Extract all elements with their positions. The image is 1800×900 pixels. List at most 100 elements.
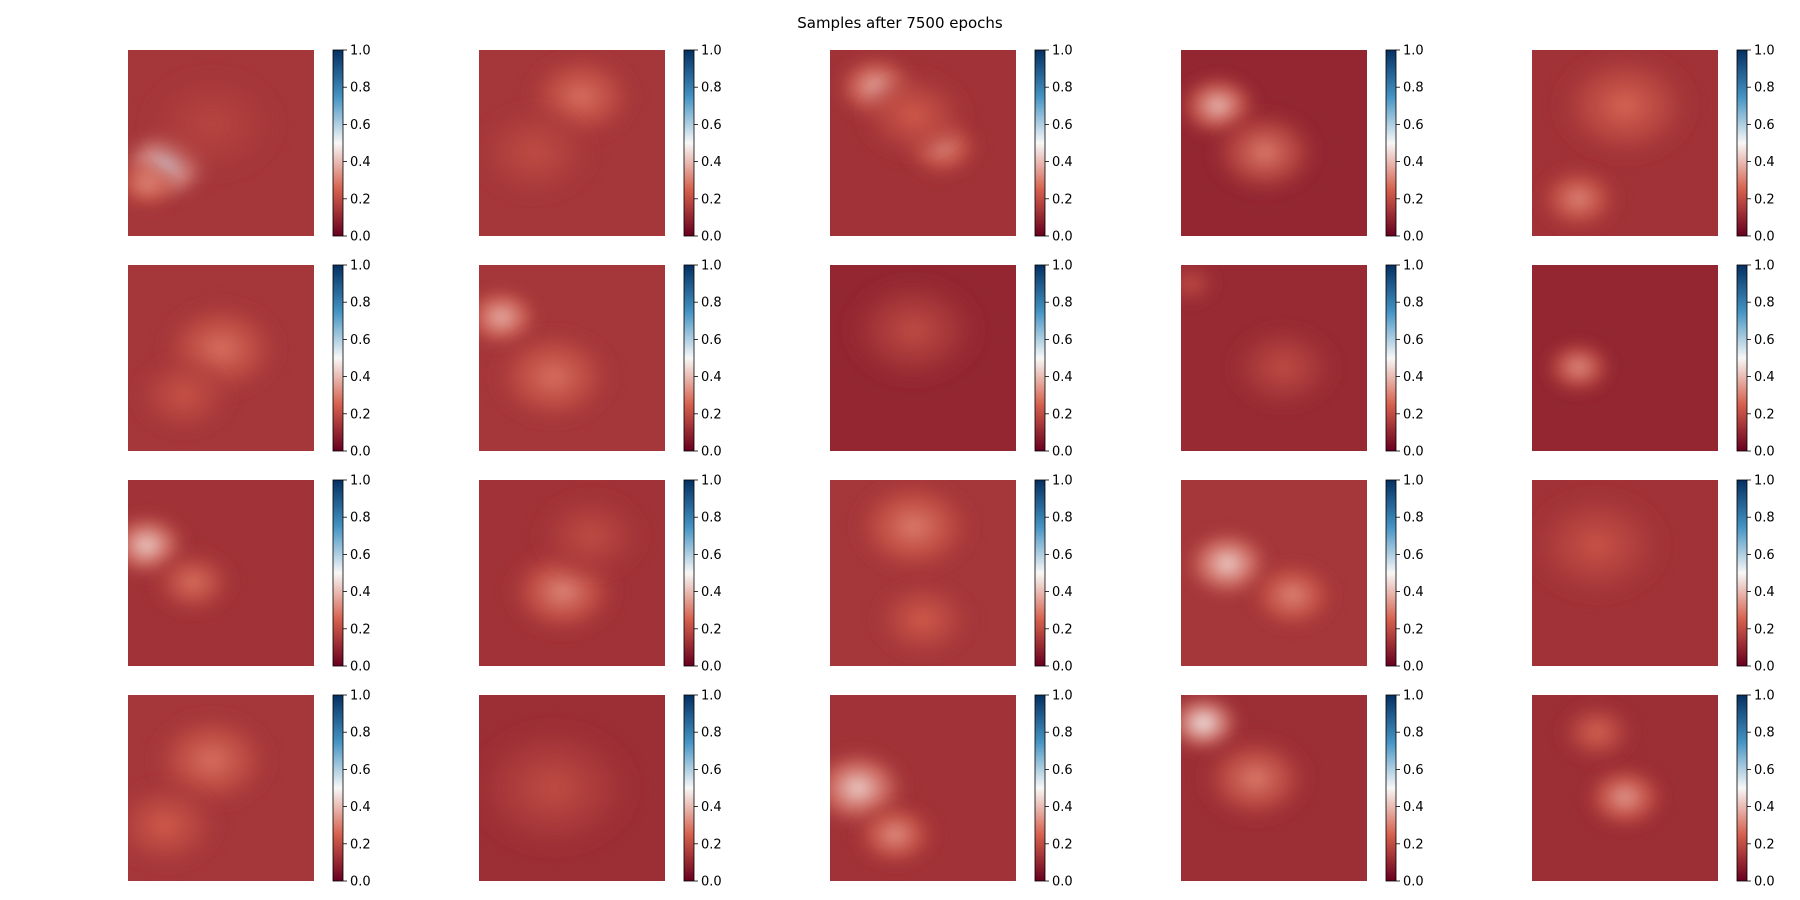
colorbar-tick-label: 0.8 <box>350 81 371 96</box>
colorbar-tick-label: 0.0 <box>1052 875 1073 890</box>
heatmap-feature <box>850 798 940 871</box>
colorbar <box>1385 264 1397 452</box>
heatmap-image <box>128 265 314 451</box>
heatmap-feature <box>137 64 287 184</box>
colorbar-tick-label: 0.6 <box>1403 548 1424 563</box>
colorbar-tick-label: 0.8 <box>701 81 722 96</box>
colorbar-tick-label: 0.8 <box>350 726 371 741</box>
colorbar-tick-label: 0.0 <box>1754 445 1775 460</box>
heatmap-image <box>479 480 665 666</box>
colorbar-tick-label: 0.6 <box>701 548 722 563</box>
heatmap-feature <box>531 488 651 584</box>
colorbar <box>1034 694 1046 882</box>
heatmap-feature <box>854 67 974 163</box>
colorbar-tick-label: 0.0 <box>1403 660 1424 675</box>
colorbar-tick-label: 0.8 <box>350 511 371 526</box>
colorbar-tick-label: 0.2 <box>350 407 371 422</box>
colorbar-tick-label: 0.0 <box>701 660 722 675</box>
heatmap-feature <box>487 324 619 429</box>
colorbar-tick-label: 1.0 <box>1052 474 1073 489</box>
colorbar-tick-label: 0.8 <box>701 511 722 526</box>
colorbar-tick-label: 0.0 <box>701 445 722 460</box>
heatmap-image <box>1532 265 1718 451</box>
colorbar-tick-label: 0.8 <box>1754 296 1775 311</box>
colorbar-tick-label: 0.2 <box>350 622 371 637</box>
colorbar-tick-label: 1.0 <box>701 259 722 274</box>
colorbar-tick-label: 1.0 <box>1052 259 1073 274</box>
colorbar-tick-label: 0.4 <box>1403 155 1424 170</box>
heatmap-image <box>1181 480 1367 666</box>
panel-r2-c3: 0.0 0.2 0.4 0.6 0.8 1.0 <box>1181 474 1424 675</box>
colorbar <box>1385 694 1397 882</box>
heatmap-image <box>830 50 1016 236</box>
colorbar-tick-label: 0.0 <box>1052 445 1073 460</box>
colorbar-tick-label: 0.6 <box>701 333 722 348</box>
heatmap-image <box>479 265 665 451</box>
colorbar <box>683 264 695 452</box>
colorbar <box>332 694 344 882</box>
colorbar-tick-label: 0.0 <box>1754 230 1775 245</box>
heatmap-feature <box>869 576 977 663</box>
colorbar-tick-label: 0.6 <box>701 118 722 133</box>
heatmap-image <box>830 265 1016 451</box>
colorbar-tick-label: 0.4 <box>1754 370 1775 385</box>
colorbar-tick-label: 0.4 <box>350 585 371 600</box>
panel-r0-c2: 0.0 0.2 0.4 0.6 0.8 1.0 <box>830 44 1073 245</box>
colorbar-tick-label: 1.0 <box>1754 689 1775 704</box>
colorbar <box>1736 264 1748 452</box>
colorbar-tick-label: 0.8 <box>1052 511 1073 526</box>
colorbar-tick-label: 0.0 <box>350 660 371 675</box>
colorbar-tick-label: 0.0 <box>350 875 371 890</box>
colorbar-tick-label: 0.2 <box>701 622 722 637</box>
panel-r2-c2: 0.0 0.2 0.4 0.6 0.8 1.0 <box>830 474 1073 675</box>
heatmap-feature <box>148 546 238 619</box>
colorbar <box>1034 479 1046 667</box>
panel-r2-c4: 0.0 0.2 0.4 0.6 0.8 1.0 <box>1532 474 1775 675</box>
colorbar-tick-label: 0.2 <box>350 192 371 207</box>
colorbar-tick-label: 1.0 <box>1403 259 1424 274</box>
colorbar-tick-label: 0.2 <box>1754 192 1775 207</box>
colorbar-tick-label: 0.4 <box>701 800 722 815</box>
colorbar-tick-label: 0.2 <box>701 192 722 207</box>
heatmap-image <box>1181 265 1367 451</box>
heatmap-feature <box>839 270 989 390</box>
colorbar-tick-label: 0.8 <box>1052 726 1073 741</box>
heatmap-image <box>128 695 314 881</box>
colorbar <box>1385 479 1397 667</box>
colorbar-tick-label: 0.0 <box>350 230 371 245</box>
heatmap-feature <box>128 777 225 873</box>
colorbar-tick-label: 0.2 <box>350 837 371 852</box>
colorbar-tick-label: 0.2 <box>1052 622 1073 637</box>
colorbar-tick-label: 0.4 <box>701 155 722 170</box>
colorbar-tick-label: 0.6 <box>1403 118 1424 133</box>
colorbar-tick-label: 0.8 <box>1403 81 1424 96</box>
colorbar-tick-label: 0.6 <box>1754 548 1775 563</box>
heatmap-feature <box>479 716 643 860</box>
colorbar-tick-label: 1.0 <box>701 474 722 489</box>
heatmap-feature <box>1205 104 1325 200</box>
colorbar-tick-label: 0.8 <box>1403 296 1424 311</box>
panel-r1-c3: 0.0 0.2 0.4 0.6 0.8 1.0 <box>1181 259 1424 460</box>
colorbar-tick-label: 1.0 <box>1052 44 1073 59</box>
colorbar-tick-label: 0.6 <box>1403 763 1424 778</box>
colorbar-tick-label: 0.4 <box>1403 370 1424 385</box>
panel-r0-c0: 0.0 0.2 0.4 0.6 0.8 1.0 <box>128 44 371 245</box>
heatmap-image <box>830 480 1016 666</box>
heatmap-image <box>1181 50 1367 236</box>
colorbar-tick-label: 0.2 <box>1403 407 1424 422</box>
heatmap-feature <box>1195 731 1315 827</box>
colorbar-tick-label: 0.8 <box>701 296 722 311</box>
colorbar-tick-label: 0.2 <box>1403 192 1424 207</box>
colorbar-tick-label: 1.0 <box>701 44 722 59</box>
heatmap-feature <box>1532 485 1672 605</box>
colorbar-tick-label: 0.4 <box>1052 155 1073 170</box>
colorbar <box>1736 479 1748 667</box>
colorbar-tick-label: 0.2 <box>701 407 722 422</box>
colorbar-tick-label: 0.8 <box>1754 511 1775 526</box>
panel-r2-c1: 0.0 0.2 0.4 0.6 0.8 1.0 <box>479 474 722 675</box>
colorbar-tick-label: 0.6 <box>1052 333 1073 348</box>
colorbar-tick-label: 0.6 <box>1754 333 1775 348</box>
colorbar-tick-label: 1.0 <box>350 259 371 274</box>
